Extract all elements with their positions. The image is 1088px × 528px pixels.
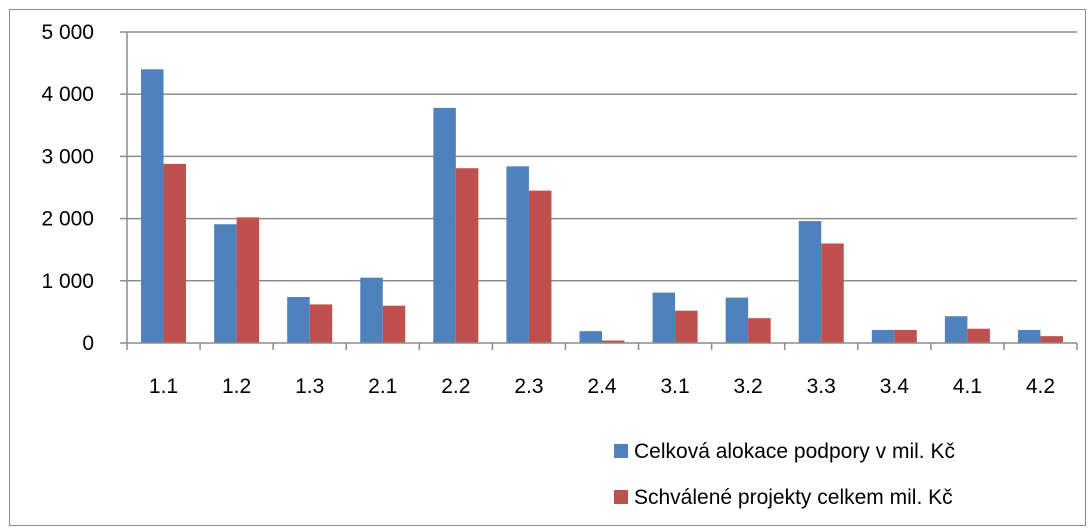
bar-allocation-4-2 bbox=[1017, 329, 1041, 343]
x-tick-label: 3.4 bbox=[880, 375, 910, 398]
bar-approved-1-1 bbox=[163, 163, 187, 343]
bar-allocation-1-3 bbox=[287, 296, 310, 343]
axes bbox=[120, 31, 1078, 350]
bar-allocation-3-3 bbox=[798, 221, 822, 343]
bar-allocation-1-1 bbox=[141, 69, 164, 343]
bar-approved-3-4 bbox=[894, 329, 917, 343]
bar-approved-2-3 bbox=[528, 190, 552, 343]
legend-label: Schválené projekty celkem mil. Kč bbox=[634, 486, 953, 509]
y-tick-label: 3 000 bbox=[41, 145, 94, 168]
x-tick-label: 2.3 bbox=[514, 375, 543, 398]
bar-approved-2-1 bbox=[382, 305, 406, 343]
x-tick-label: 4.2 bbox=[1026, 375, 1055, 398]
legend-label: Celková alokace podpory v mil. Kč bbox=[634, 440, 955, 463]
x-tick-label: 2.2 bbox=[441, 375, 470, 398]
bar-approved-3-1 bbox=[675, 310, 698, 343]
bar-approved-2-2 bbox=[455, 168, 479, 343]
x-tick-label: 1.3 bbox=[295, 375, 324, 398]
x-tick-label: 3.3 bbox=[807, 375, 836, 398]
y-tick-label: 2 000 bbox=[41, 208, 94, 231]
y-tick-label: 0 bbox=[82, 332, 94, 355]
x-tick-label: 1.1 bbox=[149, 375, 178, 398]
legend-swatch bbox=[614, 444, 628, 458]
bar-approved-2-4 bbox=[602, 340, 625, 343]
y-tick-label: 4 000 bbox=[41, 83, 94, 106]
bar-allocation-2-2 bbox=[433, 107, 456, 343]
bar-allocation-2-1 bbox=[360, 277, 383, 343]
x-tick-label: 2.4 bbox=[587, 375, 617, 398]
x-tick-label: 4.1 bbox=[953, 375, 982, 398]
x-tick-label: 2.1 bbox=[368, 375, 397, 398]
bar-approved-1-2 bbox=[236, 217, 260, 343]
gridlines bbox=[127, 31, 1077, 282]
x-tick-label: 3.2 bbox=[734, 375, 763, 398]
tick-labels: 0 1 000 2 000 3 000 4 000 5 000 1.1 1.2 1.3 2.1 2.… bbox=[41, 21, 1055, 398]
y-tick-label: 5 000 bbox=[41, 21, 94, 44]
bar-approved-4-2 bbox=[1040, 336, 1063, 343]
bar-approved-3-3 bbox=[821, 243, 844, 343]
legend: Celková alokace podpory v mil. Kč Schvále… bbox=[614, 440, 955, 509]
bar-approved-1-3 bbox=[309, 304, 333, 343]
bar-allocation-4-1 bbox=[944, 316, 968, 343]
bars bbox=[141, 69, 1063, 343]
bar-allocation-3-1 bbox=[652, 292, 676, 343]
bar-approved-3-2 bbox=[748, 318, 771, 343]
bar-allocation-3-4 bbox=[871, 329, 895, 343]
bar-approved-4-1 bbox=[967, 328, 990, 343]
x-tick-label: 1.2 bbox=[222, 375, 251, 398]
y-tick-label: 1 000 bbox=[41, 270, 94, 293]
bar-allocation-3-2 bbox=[725, 297, 749, 343]
bar-allocation-2-3 bbox=[506, 166, 529, 343]
x-tick-label: 3.1 bbox=[660, 375, 689, 398]
bar-allocation-1-2 bbox=[214, 224, 237, 343]
legend-swatch bbox=[614, 490, 628, 504]
bar-allocation-2-4 bbox=[579, 331, 602, 343]
